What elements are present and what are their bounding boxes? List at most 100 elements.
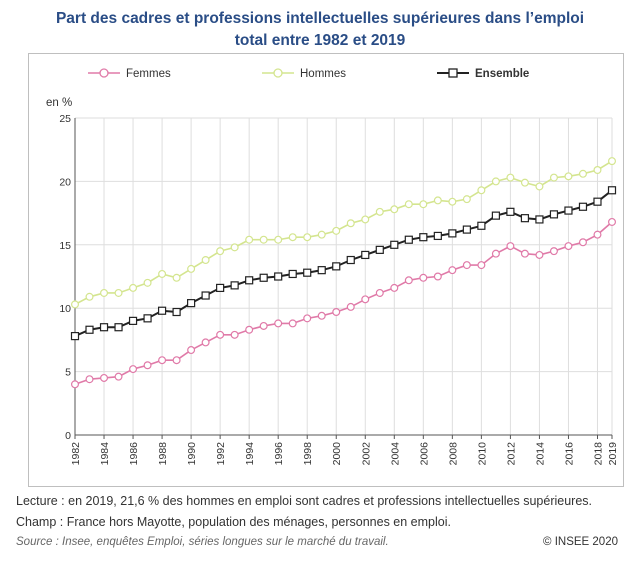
x-tick-label: 1988: [157, 442, 169, 466]
data-point: [201, 291, 210, 300]
data-point: [491, 211, 500, 220]
data-point: [274, 235, 283, 244]
data-point: [216, 283, 225, 293]
data-point: [100, 288, 109, 297]
data-point: [303, 268, 312, 277]
legend-label: Hommes: [300, 68, 346, 80]
x-tick-label: 2016: [563, 442, 575, 466]
data-point: [390, 205, 399, 214]
data-point: [245, 235, 254, 244]
data-point: [361, 215, 370, 224]
data-point: [172, 356, 181, 365]
chart-title-line1: Part des cadres et professions intellect…: [55, 10, 585, 27]
data-point: [317, 230, 326, 239]
x-tick-label: 2000: [331, 442, 343, 466]
data-point: [433, 231, 442, 241]
x-tick-label: 2018: [592, 442, 604, 466]
data-point: [607, 157, 616, 166]
data-point: [578, 238, 587, 247]
data-point: [506, 242, 515, 251]
data-point: [187, 299, 196, 308]
x-tick-label: 2014: [534, 442, 546, 466]
data-point: [477, 186, 486, 195]
data-point: [259, 235, 268, 244]
data-point: [129, 365, 138, 374]
y-axis-label: en %: [46, 97, 72, 109]
data-point: [448, 266, 457, 275]
x-tick-label: 1994: [244, 442, 256, 466]
data-point: [100, 373, 109, 382]
data-point: [477, 221, 486, 230]
data-point: [564, 206, 573, 215]
legend-marker: [273, 68, 283, 78]
copyright: © INSEE 2020: [543, 536, 618, 548]
x-tick-label: 2006: [418, 442, 430, 466]
data-point: [303, 314, 312, 323]
y-tick-label: 25: [59, 113, 71, 125]
data-point: [259, 321, 268, 330]
data-point: [99, 323, 109, 332]
x-tick-label: 2010: [476, 442, 488, 466]
data-point: [549, 247, 558, 256]
data-point: [114, 372, 123, 381]
series-line: [74, 221, 613, 386]
data-point: [143, 314, 152, 323]
y-tick-label: 10: [59, 303, 71, 315]
y-tick-label: 5: [65, 367, 71, 379]
data-point: [419, 200, 428, 209]
data-point: [593, 230, 602, 239]
data-point: [346, 219, 355, 228]
data-point: [535, 250, 544, 259]
y-tick-label: 20: [59, 176, 71, 188]
data-point: [187, 264, 196, 273]
data-point: [491, 177, 500, 186]
champ-note: Champ : France hors Mayotte, population …: [16, 515, 451, 529]
data-point: [607, 186, 617, 195]
data-point: [404, 235, 413, 244]
data-point: [187, 346, 196, 355]
data-point: [361, 295, 370, 304]
data-point: [375, 245, 384, 254]
data-point: [129, 283, 138, 292]
data-point: [462, 195, 471, 204]
series-group: [70, 157, 617, 389]
data-point: [230, 281, 239, 290]
data-point: [390, 283, 399, 292]
data-point: [520, 214, 530, 223]
x-tick-label: 1982: [70, 442, 82, 466]
series-line: [74, 189, 613, 338]
x-tick-label: 1986: [128, 442, 140, 466]
source-note: Source : Insee, enquêtes Emploi, séries …: [16, 536, 389, 548]
legend: Femmes Hommes Ensemble: [88, 68, 529, 80]
data-point: [375, 207, 384, 216]
data-point: [593, 197, 602, 206]
data-point: [506, 207, 515, 216]
data-point: [85, 325, 94, 334]
data-point: [85, 375, 94, 384]
data-point: [433, 196, 442, 205]
data-point: [607, 217, 616, 226]
data-point: [375, 288, 384, 297]
data-point: [361, 250, 370, 260]
data-point: [230, 243, 239, 252]
data-point: [128, 316, 138, 325]
x-tick-label: 1984: [99, 442, 111, 466]
data-point: [578, 202, 588, 211]
x-tick-label: 2002: [360, 442, 372, 466]
data-point: [317, 311, 326, 320]
data-point: [462, 261, 471, 270]
axes: 0 5 10 15 20 25 1982 1984 1986 1988 1990 1992 1994 19…: [46, 97, 619, 465]
data-point: [114, 288, 123, 297]
data-point: [346, 255, 355, 265]
legend-label: Ensemble: [475, 68, 529, 80]
data-point: [70, 380, 79, 389]
data-point: [288, 269, 297, 279]
x-tick-label: 1998: [302, 442, 314, 466]
data-point: [259, 273, 268, 282]
data-point: [245, 276, 254, 285]
data-point: [317, 266, 326, 275]
data-point: [230, 330, 239, 339]
x-tick-label: 2012: [505, 442, 517, 466]
y-tick-label: 0: [65, 430, 71, 442]
